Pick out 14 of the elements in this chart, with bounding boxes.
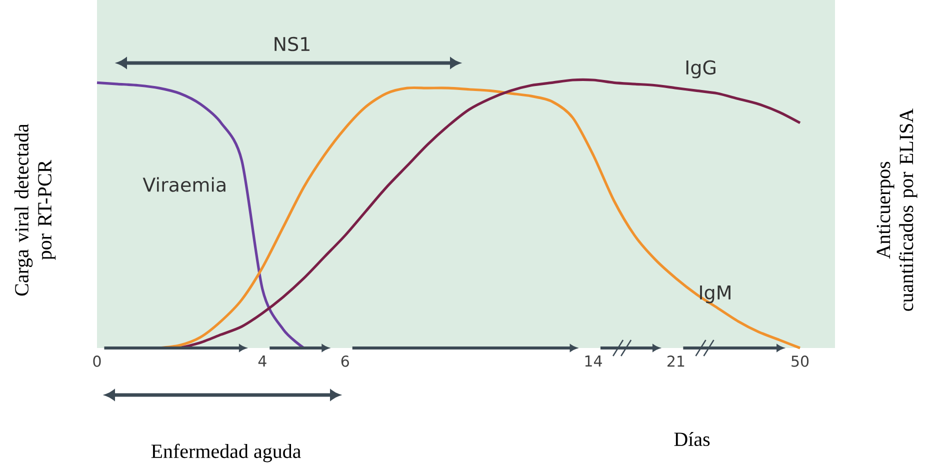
x-tick-label: 0 [93,356,101,367]
x-tick-label: 14 [585,356,602,366]
text: NS1 [274,36,310,52]
x-axis-title: Días [674,432,710,446]
x-tick-label: 50 [792,356,809,367]
x-tick-label: 4 [258,356,266,366]
text: Enfermedad aguda [151,444,301,462]
y-axis-title: Carga viral detectada por RT-PCR [14,124,56,296]
y2-axis-title: Anticuerpos cuantificados por ELISA [876,108,918,311]
series-label: Viraemia [142,177,226,192]
series-label: IgM [700,286,730,304]
x-tick-label: 6 [341,356,349,367]
series-label: IgG [686,60,716,78]
x-tick-label: 21 [668,356,684,367]
